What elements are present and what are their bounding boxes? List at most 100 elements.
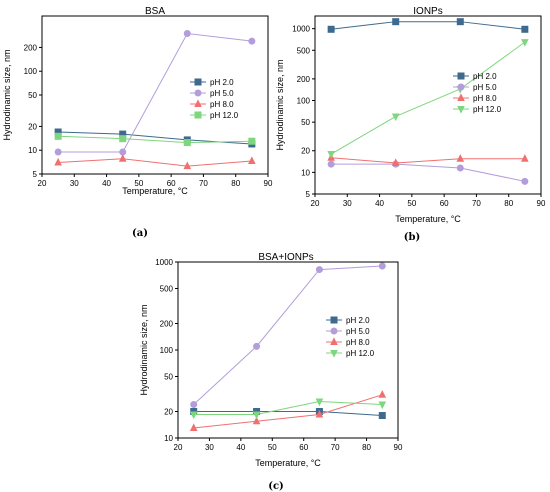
y-tick-label: 1000 — [292, 25, 310, 34]
data-point — [54, 148, 62, 156]
y-tick-label: 20 — [28, 122, 37, 131]
x-tick-label: 50 — [134, 179, 143, 188]
legend-item: pH 5.0 — [326, 327, 370, 336]
data-point — [521, 154, 529, 162]
x-tick-label: 70 — [331, 443, 340, 452]
series-ph-12.0 — [189, 398, 387, 420]
data-point — [456, 18, 464, 26]
x-tick-label: 80 — [362, 443, 371, 452]
legend: pH 2.0 pH 5.0 pH 8.0 pH 12.0 — [190, 78, 239, 120]
legend-marker — [330, 337, 338, 345]
x-tick-label: 50 — [407, 199, 416, 208]
legend-label: pH 12.0 — [210, 111, 239, 120]
data-point — [183, 161, 192, 170]
data-point — [378, 412, 386, 420]
data-point — [119, 148, 127, 156]
y-tick-label: 50 — [164, 372, 173, 381]
data-point — [327, 25, 335, 33]
legend-marker — [194, 78, 202, 86]
panel-label: (c) — [268, 481, 284, 492]
legend: pH 2.0 pH 5.0 pH 8.0 pH 12.0 — [453, 72, 502, 114]
x-tick-label: 40 — [375, 199, 384, 208]
legend-item: pH 2.0 — [326, 316, 370, 325]
data-point — [253, 342, 261, 350]
data-point — [54, 157, 62, 166]
series-ph-12.0 — [54, 132, 256, 147]
series-line — [193, 411, 383, 417]
legend-item: pH 8.0 — [190, 99, 234, 109]
x-axis-label: Temperature, °C — [122, 186, 188, 196]
legend-marker — [330, 327, 338, 335]
data-point — [189, 423, 198, 431]
legend: pH 2.0 pH 5.0 pH 8.0 pH 12.0 — [326, 316, 375, 358]
legend-item: pH 2.0 — [190, 78, 234, 87]
y-axis-label: Hydrodinamic size, nm — [275, 59, 285, 150]
data-point — [378, 401, 387, 410]
data-point — [252, 411, 261, 420]
data-point — [378, 390, 387, 398]
x-tick-label: 20 — [174, 443, 183, 452]
legend-item: pH 5.0 — [190, 89, 234, 98]
y-tick-label: 200 — [160, 320, 174, 329]
y-tick-label: 50 — [301, 118, 310, 127]
legend-marker — [457, 106, 465, 114]
x-axis-label: Temperature, °C — [395, 214, 461, 224]
data-point — [315, 409, 324, 418]
y-tick-label: 100 — [24, 67, 38, 76]
chart-2: IONPs 20 30 40 50 60 70 80 90 5 10 20 50 100 200 500 100… — [275, 6, 546, 243]
x-tick-label: 30 — [343, 199, 352, 208]
legend-item: pH 8.0 — [453, 93, 497, 103]
data-point — [190, 401, 198, 409]
x-tick-label: 60 — [167, 179, 176, 188]
y-tick-label: 100 — [297, 97, 311, 106]
legend-label: pH 2.0 — [473, 72, 497, 81]
legend-label: pH 8.0 — [346, 338, 370, 347]
x-tick-label: 90 — [394, 443, 403, 452]
y-tick-label: 1000 — [155, 258, 173, 267]
data-point — [118, 154, 127, 162]
data-point — [248, 37, 256, 45]
data-point — [183, 139, 191, 147]
legend-marker — [194, 111, 202, 119]
legend-label: pH 5.0 — [346, 327, 370, 336]
x-axis-label: Temperature, °C — [255, 458, 321, 468]
series-line — [331, 163, 525, 182]
data-point — [378, 262, 386, 270]
data-point — [315, 398, 324, 407]
y-tick-label: 200 — [297, 75, 311, 84]
plot-frame — [41, 15, 269, 175]
series-ph-5.0 — [190, 262, 386, 409]
legend-item: pH 5.0 — [453, 83, 497, 92]
x-tick-label: 40 — [102, 179, 111, 188]
x-tick-label: 80 — [231, 179, 240, 188]
series-line — [193, 400, 383, 415]
series-line — [193, 394, 383, 429]
legend-item: pH 12.0 — [326, 349, 375, 358]
x-tick-label: 40 — [236, 443, 245, 452]
series-ph-8.0 — [54, 154, 256, 170]
y-tick-label: 10 — [164, 434, 173, 443]
legend-marker — [457, 83, 465, 91]
data-point — [252, 416, 261, 425]
series-ph-12.0 — [327, 39, 529, 159]
y-axis-label: Hydrodinamic size, nm — [2, 49, 12, 140]
chart-title: BSA — [145, 6, 165, 17]
legend-label: pH 12.0 — [346, 349, 375, 358]
legend-label: pH 5.0 — [473, 83, 497, 92]
data-point — [315, 266, 323, 274]
legend-label: pH 2.0 — [346, 316, 370, 325]
series-ph-8.0 — [327, 153, 529, 167]
data-point — [183, 30, 191, 38]
y-tick-label: 10 — [28, 146, 37, 155]
plot-frame — [314, 15, 542, 195]
series-line — [331, 21, 525, 30]
data-point — [392, 18, 400, 26]
data-point — [456, 154, 465, 162]
series-ph-2.0 — [327, 18, 529, 33]
x-tick-label: 80 — [504, 199, 513, 208]
legend-marker — [330, 316, 338, 324]
series-ph-2.0 — [190, 408, 386, 420]
legend-label: pH 8.0 — [210, 100, 234, 109]
